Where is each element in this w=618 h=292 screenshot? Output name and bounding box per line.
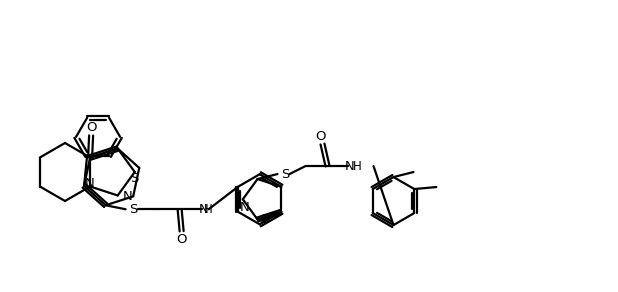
Text: O: O bbox=[86, 121, 96, 134]
Text: S: S bbox=[130, 173, 139, 185]
Text: H: H bbox=[353, 159, 362, 173]
Text: O: O bbox=[315, 130, 326, 142]
Text: H: H bbox=[205, 203, 213, 216]
Text: N: N bbox=[199, 203, 208, 216]
Text: N: N bbox=[122, 190, 132, 203]
Text: S: S bbox=[260, 213, 269, 226]
Text: S: S bbox=[281, 168, 290, 180]
Text: N: N bbox=[240, 201, 250, 214]
Text: O: O bbox=[176, 233, 187, 246]
Text: N: N bbox=[85, 177, 95, 190]
Text: S: S bbox=[129, 203, 138, 216]
Text: N: N bbox=[345, 159, 354, 173]
